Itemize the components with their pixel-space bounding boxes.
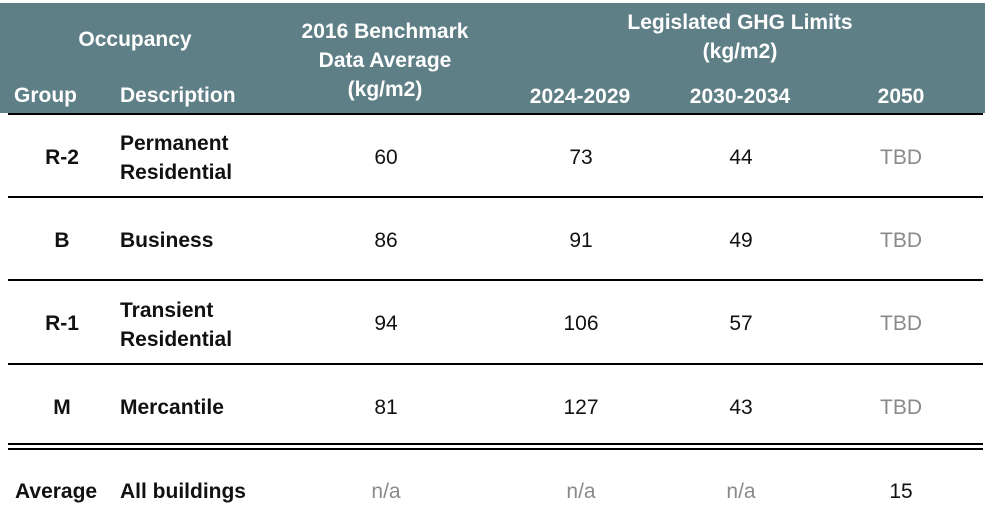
average-limit-2030-2034: n/a [726,480,756,503]
header-limits-title: Legislated GHG Limits [627,11,853,34]
row-divider [8,196,983,198]
row-limit-2050: TBD [880,312,922,335]
row-limit-2024-2029: 73 [569,146,593,169]
header-description: Description [120,84,236,107]
row-limit-2050: TBD [880,146,922,169]
row-limit-2050: TBD [880,229,922,252]
header-benchmark-line-2: Data Average [318,49,452,72]
row-benchmark-value: 94 [374,312,398,335]
row-description-line-1: Mercantile [120,396,224,419]
average-limit-2024-2029: n/a [566,480,596,503]
row-description-line-1: Permanent [120,132,229,155]
header-period-2024-2029: 2024-2029 [529,85,631,108]
average-description: All buildings [120,480,246,503]
row-group: R-1 [45,312,79,335]
row-benchmark-value: 60 [374,146,398,169]
row-limit-2030-2034: 43 [729,396,753,419]
header-benchmark-unit: (kg/m2) [347,78,423,101]
row-group: M [53,396,71,419]
row-limit-2024-2029: 91 [569,229,593,252]
row-group: B [54,229,70,252]
row-description-line-1: Transient [120,299,214,322]
row-limit-2024-2029: 127 [563,396,599,419]
header-occupancy: Occupancy [78,28,192,51]
row-divider [8,279,983,281]
average-group: Average [15,480,98,503]
row-benchmark-value: 81 [374,396,398,419]
row-description-line-1: Business [120,229,214,252]
header-group: Group [14,84,77,107]
double-rule-top [8,443,983,445]
row-limit-2030-2034: 44 [729,146,753,169]
average-limit-2050: 15 [889,480,913,503]
header-period-2050: 2050 [877,85,925,108]
row-limit-2024-2029: 106 [563,312,599,335]
header-limits-unit: (kg/m2) [702,40,778,63]
row-group: R-2 [45,146,79,169]
row-limit-2030-2034: 57 [729,312,753,335]
header-bottom-rule [8,113,983,115]
row-divider [8,363,983,365]
table-header: Occupancy Group Description 2016 Benchma… [0,3,985,113]
average-benchmark-value: n/a [371,480,401,503]
row-description-line-2: Residential [120,161,233,184]
row-limit-2030-2034: 49 [729,229,753,252]
header-period-2030-2034: 2030-2034 [689,85,791,108]
double-rule-bottom [8,448,983,450]
row-limit-2050: TBD [880,396,922,419]
row-description-line-2: Residential [120,328,233,351]
row-benchmark-value: 86 [374,229,398,252]
header-benchmark-line-1: 2016 Benchmark [301,20,469,43]
